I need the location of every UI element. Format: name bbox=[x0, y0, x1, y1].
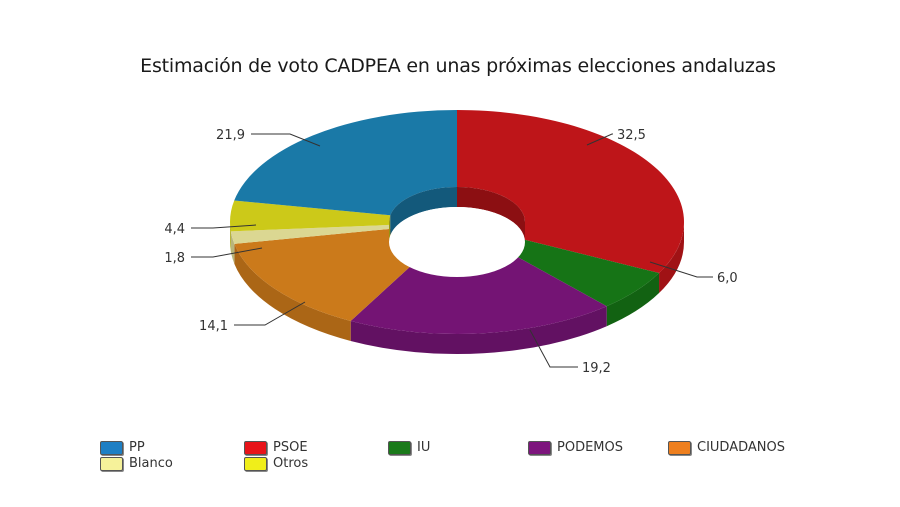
leader-line bbox=[191, 224, 257, 229]
data-label-otros: 4,4 bbox=[164, 222, 185, 237]
legend: PP PSOE IU PODEMOS CIUDADANOS Blanco Otr… bbox=[98, 440, 858, 480]
legend-swatch bbox=[100, 440, 123, 455]
slice-pp bbox=[234, 110, 457, 216]
legend-swatch bbox=[528, 440, 551, 455]
slice-inner-pp bbox=[390, 187, 457, 236]
slice-blanco bbox=[230, 224, 391, 244]
slice-otros bbox=[230, 200, 391, 232]
data-label-ciudadanos: 14,1 bbox=[199, 319, 228, 334]
data-label-pp: 21,9 bbox=[216, 128, 245, 143]
legend-item-blanco: Blanco bbox=[100, 456, 173, 471]
legend-item-iu: IU bbox=[388, 440, 430, 455]
legend-swatch bbox=[100, 456, 123, 471]
legend-item-pp: PP bbox=[100, 440, 145, 455]
leader-line bbox=[649, 261, 713, 278]
leader-line bbox=[529, 329, 578, 368]
slice-side-otros bbox=[230, 222, 231, 252]
leader-line bbox=[234, 301, 306, 326]
slice-side-podemos bbox=[350, 306, 607, 354]
slice-inner-otros bbox=[389, 215, 391, 242]
slice-podemos bbox=[350, 248, 607, 334]
slice-psoe bbox=[457, 110, 684, 274]
leader-line bbox=[191, 247, 263, 258]
legend-swatch bbox=[388, 440, 411, 455]
data-label-podemos: 19,2 bbox=[582, 361, 611, 376]
legend-swatch bbox=[244, 440, 267, 455]
legend-item-psoe: PSOE bbox=[244, 440, 308, 455]
leader-line bbox=[586, 133, 613, 146]
slice-ciudadanos bbox=[234, 228, 426, 321]
slice-side-blanco bbox=[230, 231, 235, 264]
data-label-iu: 6,0 bbox=[717, 271, 738, 286]
chart-title: Estimación de voto CADPEA en unas próxim… bbox=[140, 55, 776, 77]
slice-side-ciudadanos bbox=[234, 243, 351, 341]
slice-iu bbox=[501, 237, 660, 307]
legend-swatch bbox=[244, 456, 267, 471]
data-label-blanco: 1,8 bbox=[164, 251, 185, 266]
legend-item-ciudadanos: CIUDADANOS bbox=[668, 440, 785, 455]
doughnut-hole bbox=[389, 207, 525, 277]
legend-item-podemos: PODEMOS bbox=[528, 440, 623, 455]
data-label-psoe: 32,5 bbox=[617, 128, 646, 143]
slice-side-iu bbox=[606, 273, 660, 327]
slice-inner-psoe bbox=[457, 187, 525, 242]
legend-item-otros: Otros bbox=[244, 456, 308, 471]
leader-line bbox=[251, 133, 321, 147]
legend-swatch bbox=[668, 440, 691, 455]
slice-side-psoe bbox=[659, 222, 684, 294]
